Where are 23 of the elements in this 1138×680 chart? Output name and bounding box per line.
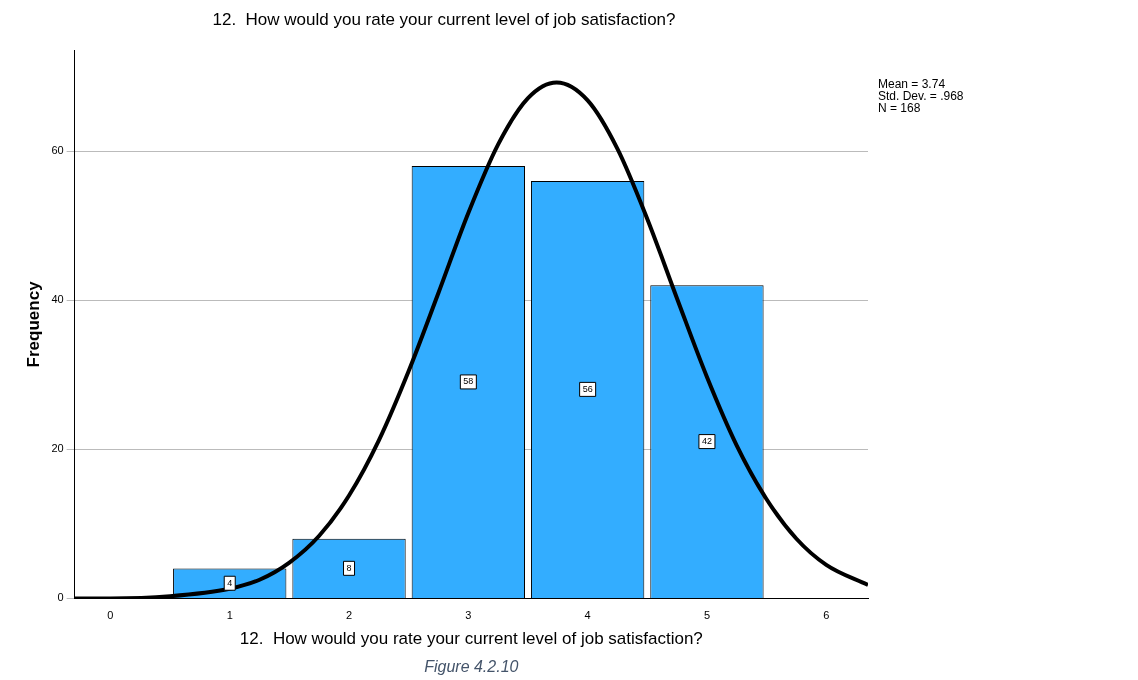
- y-axis-title: Frequency: [23, 280, 43, 368]
- text: Mean = 3.74: [878, 76, 946, 91]
- x-tick-label: 3: [465, 609, 472, 622]
- text: N = 168: [878, 100, 921, 115]
- x-tick-label: 4: [584, 609, 591, 622]
- x-tick-label: 2: [345, 609, 353, 622]
- x-tick-label: 6: [823, 609, 830, 622]
- y-tick-label: 20: [51, 442, 64, 455]
- x-axis-title: 12. How would you rate your current level of job satisfaction?: [239, 629, 703, 649]
- x-tick-label: 5: [703, 609, 710, 622]
- y-tick-label: 40: [51, 293, 64, 306]
- y-tick-label: 60: [51, 144, 64, 157]
- caption: Figure 4.2.10: [424, 658, 519, 676]
- chart-title: 12. How would you rate your current level of job satisfaction?: [212, 9, 676, 29]
- data-label: 58: [463, 376, 474, 387]
- x-tick-label: 1: [226, 609, 233, 622]
- data-label: 8: [346, 562, 352, 573]
- text: Std. Dev. = .968: [878, 88, 964, 103]
- data-label: 42: [701, 436, 712, 447]
- data-label: 56: [582, 383, 593, 394]
- data-label: 4: [227, 577, 233, 588]
- y-tick-label: 0: [57, 591, 64, 604]
- x-tick-label: 0: [107, 609, 114, 622]
